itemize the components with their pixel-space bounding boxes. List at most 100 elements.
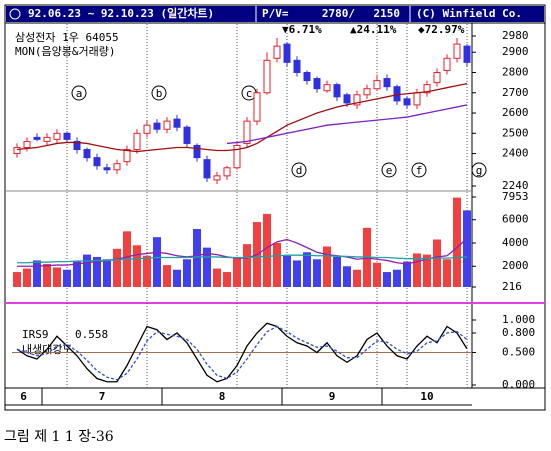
volume-bar xyxy=(23,268,31,287)
candle-body xyxy=(223,167,231,177)
volume-bar xyxy=(283,255,291,287)
candle-body xyxy=(433,71,441,84)
frame xyxy=(4,4,546,411)
volume-bar xyxy=(413,253,421,287)
candle-body xyxy=(273,45,281,59)
marker-circle xyxy=(291,162,307,178)
volume-bar xyxy=(83,254,91,287)
x-tick-label: 7 xyxy=(99,390,106,403)
y-tick-label: 2800 xyxy=(502,65,529,78)
volume-bar xyxy=(403,261,411,287)
candle-body xyxy=(413,92,421,106)
candle-body xyxy=(263,59,271,94)
volume-bar xyxy=(433,239,441,287)
y-tick-label: 2500 xyxy=(502,126,529,139)
volume-bar xyxy=(463,210,471,287)
y-tick-label: 2700 xyxy=(502,86,529,99)
volume-bar xyxy=(163,265,171,287)
candle-body xyxy=(233,144,241,169)
y-tick-label: 0.000 xyxy=(502,378,535,391)
volume-bar xyxy=(33,260,41,287)
candle-body xyxy=(53,132,61,140)
volume-bar xyxy=(333,256,341,287)
volume-bar xyxy=(273,242,281,287)
candle-body xyxy=(373,80,381,90)
candle-body xyxy=(213,175,221,181)
candle-body xyxy=(243,120,251,144)
candle-body xyxy=(113,163,121,171)
y-tick-label: 2240 xyxy=(502,179,529,192)
line xyxy=(16,322,468,383)
volume-bar xyxy=(233,256,241,287)
volume-bar xyxy=(43,263,51,287)
volume-bar xyxy=(73,261,81,287)
marker-label: g xyxy=(476,164,483,177)
candle-body xyxy=(403,98,411,106)
annotation: ▲24.11% xyxy=(350,23,397,36)
candle-body xyxy=(453,43,461,59)
period: 92.06.23 ~ 92.10.23 (일간차트) xyxy=(28,6,214,20)
pv-label: P/V= xyxy=(262,7,289,20)
candle-body xyxy=(33,136,41,140)
candle-body xyxy=(353,94,361,106)
volume-bar xyxy=(263,213,271,287)
marker-label: f xyxy=(416,164,423,177)
stock-title: 삼성전자 1우 64055 xyxy=(15,31,119,44)
annotation: ▼6.71% xyxy=(282,23,322,36)
volume-bar xyxy=(243,244,251,287)
volume-bar xyxy=(203,247,211,287)
x-tick-label: 6 xyxy=(20,390,27,403)
y-tick-label: 2900 xyxy=(502,45,529,58)
line xyxy=(226,104,468,145)
volume-bar xyxy=(223,272,231,287)
candle-body xyxy=(203,159,211,179)
y-tick-label: 4000 xyxy=(502,236,529,249)
volume-bar xyxy=(443,259,451,287)
candle-body xyxy=(283,43,291,63)
annotation: ◆72.97% xyxy=(418,23,465,36)
volume-bar xyxy=(113,248,121,287)
volume-bar xyxy=(183,259,191,287)
y-tick-label: 1.000 xyxy=(502,313,535,326)
copyright: (C) Winfield Co. xyxy=(416,7,522,20)
chart: 92.06.23 ~ 92.10.23 (일간차트) P/V= 2780/ 21… xyxy=(4,4,546,411)
logo xyxy=(9,8,21,20)
candle-body xyxy=(463,45,471,63)
volume-bar xyxy=(53,267,61,287)
marker-circle xyxy=(411,162,427,178)
candle-body xyxy=(313,78,321,90)
marker-label: d xyxy=(296,164,303,177)
line xyxy=(16,325,468,381)
candle-body xyxy=(333,84,341,98)
volume-bar xyxy=(213,268,221,287)
y-tick-label: 0.800 xyxy=(502,326,535,339)
osc-value: 0.558 xyxy=(75,328,108,341)
osc-title: IRS9 xyxy=(22,328,49,341)
candle-body xyxy=(383,78,391,88)
volume-bar xyxy=(13,272,21,287)
line xyxy=(16,82,468,153)
candle-body xyxy=(293,59,301,73)
volume-bar xyxy=(153,237,161,287)
candle-body xyxy=(133,132,141,151)
candle-body xyxy=(193,144,201,159)
caption: 그림 제 1 1 장-36 xyxy=(4,429,114,445)
candle-body xyxy=(13,146,21,155)
volume-bar xyxy=(353,269,361,287)
volume-bar xyxy=(143,255,151,287)
marker-circle xyxy=(71,85,87,101)
candle-body xyxy=(163,120,171,130)
candle-body xyxy=(23,140,31,148)
y-tick-label: 216 xyxy=(502,280,522,293)
candle-body xyxy=(123,149,131,163)
candle-body xyxy=(363,88,371,96)
candle-body xyxy=(393,86,401,102)
volume-bar xyxy=(453,197,461,287)
volume-bar xyxy=(103,259,111,287)
y-tick-label: 0.500 xyxy=(502,346,535,359)
indicator-title: MON(음양봉&거래량) xyxy=(15,45,115,58)
candle-body xyxy=(103,167,111,171)
marker-circle xyxy=(151,85,167,101)
marker-label: b xyxy=(156,87,163,100)
